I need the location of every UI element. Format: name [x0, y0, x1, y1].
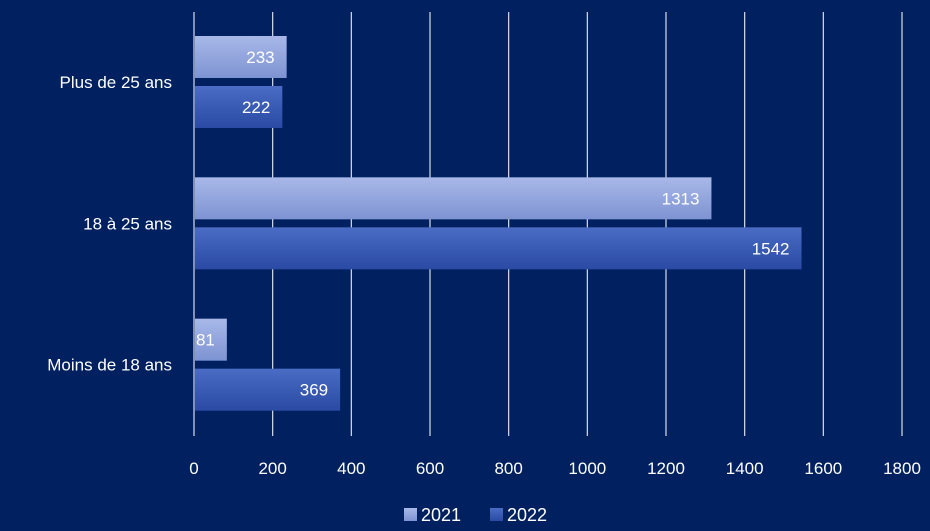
category-label: Plus de 25 ans [60, 73, 172, 92]
x-tick-label: 0 [189, 459, 198, 478]
x-tick-label: 1600 [804, 459, 842, 478]
category-label: Moins de 18 ans [47, 356, 172, 375]
data-label: 222 [242, 98, 270, 117]
x-tick-label: 200 [258, 459, 286, 478]
bar-2021-0 [195, 36, 287, 78]
legend-swatch-2021 [404, 508, 417, 521]
data-label: 233 [246, 48, 274, 67]
data-label: 1313 [662, 189, 700, 208]
bar-2022-0 [195, 86, 283, 128]
bar-2022-2 [195, 368, 341, 411]
data-label: 1542 [752, 239, 790, 258]
x-tick-label: 400 [337, 459, 365, 478]
data-label: 369 [300, 381, 328, 400]
x-tick-label: 800 [494, 459, 522, 478]
bar-2022-1 [195, 227, 802, 270]
bar-2021-1 [195, 177, 712, 220]
bars [195, 36, 802, 411]
x-tick-label: 1200 [647, 459, 685, 478]
category-label: 18 à 25 ans [83, 214, 172, 233]
legend: 2021 2022 [404, 505, 547, 525]
legend-label: 2022 [507, 505, 547, 525]
bar-2021-2 [195, 318, 227, 361]
x-tick-label: 600 [416, 459, 444, 478]
legend-swatch-2022 [490, 508, 503, 521]
x-tick-label: 1800 [883, 459, 921, 478]
data-label: 81 [196, 331, 215, 350]
gridlines [193, 12, 903, 436]
labels: 0 200 400 600 800 1000 1200 1400 1600 1800 233 222 P… [47, 48, 921, 478]
legend-label: 2021 [421, 505, 461, 525]
x-tick-label: 1400 [726, 459, 764, 478]
x-tick-label: 1000 [568, 459, 606, 478]
